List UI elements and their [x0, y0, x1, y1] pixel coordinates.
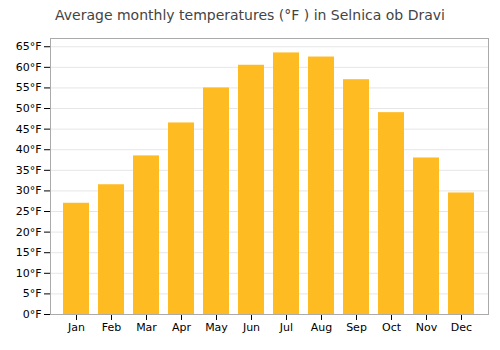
- svg-text:50°F: 50°F: [16, 102, 42, 115]
- svg-text:35°F: 35°F: [16, 164, 42, 177]
- svg-text:60°F: 60°F: [16, 61, 42, 74]
- html-text:Average monthly temperatures (: Average monthly temperatures (°F ) in Se…: [55, 7, 445, 23]
- svg-text:30°F: 30°F: [16, 184, 42, 197]
- svg-text:25°F: 25°F: [16, 205, 42, 218]
- svg-text:Apr: Apr: [172, 321, 192, 334]
- svg-text:55°F: 55°F: [16, 81, 42, 94]
- svg-text:15°F: 15°F: [16, 246, 42, 259]
- svg-text:Jun: Jun: [242, 321, 260, 334]
- svg-text:Sep: Sep: [346, 321, 367, 334]
- svg-text:20°F: 20°F: [16, 226, 42, 239]
- svg-text:5°F: 5°F: [23, 287, 42, 300]
- svg-text:Dec: Dec: [451, 321, 472, 334]
- svg-text:Oct: Oct: [382, 321, 402, 334]
- svg-text:Jan: Jan: [67, 321, 85, 334]
- svg-text:Aug: Aug: [311, 321, 332, 334]
- svg-text:Mar: Mar: [136, 321, 157, 334]
- svg-text:0°F: 0°F: [23, 308, 42, 321]
- svg-text:10°F: 10°F: [16, 267, 42, 280]
- svg-text:Feb: Feb: [102, 321, 121, 334]
- svg-text:Nov: Nov: [416, 321, 438, 334]
- svg-text:Jul: Jul: [279, 321, 293, 334]
- svg-text:65°F: 65°F: [16, 40, 42, 53]
- svg-text:45°F: 45°F: [16, 123, 42, 136]
- svg-text:May: May: [205, 321, 228, 334]
- svg-text:40°F: 40°F: [16, 143, 42, 156]
